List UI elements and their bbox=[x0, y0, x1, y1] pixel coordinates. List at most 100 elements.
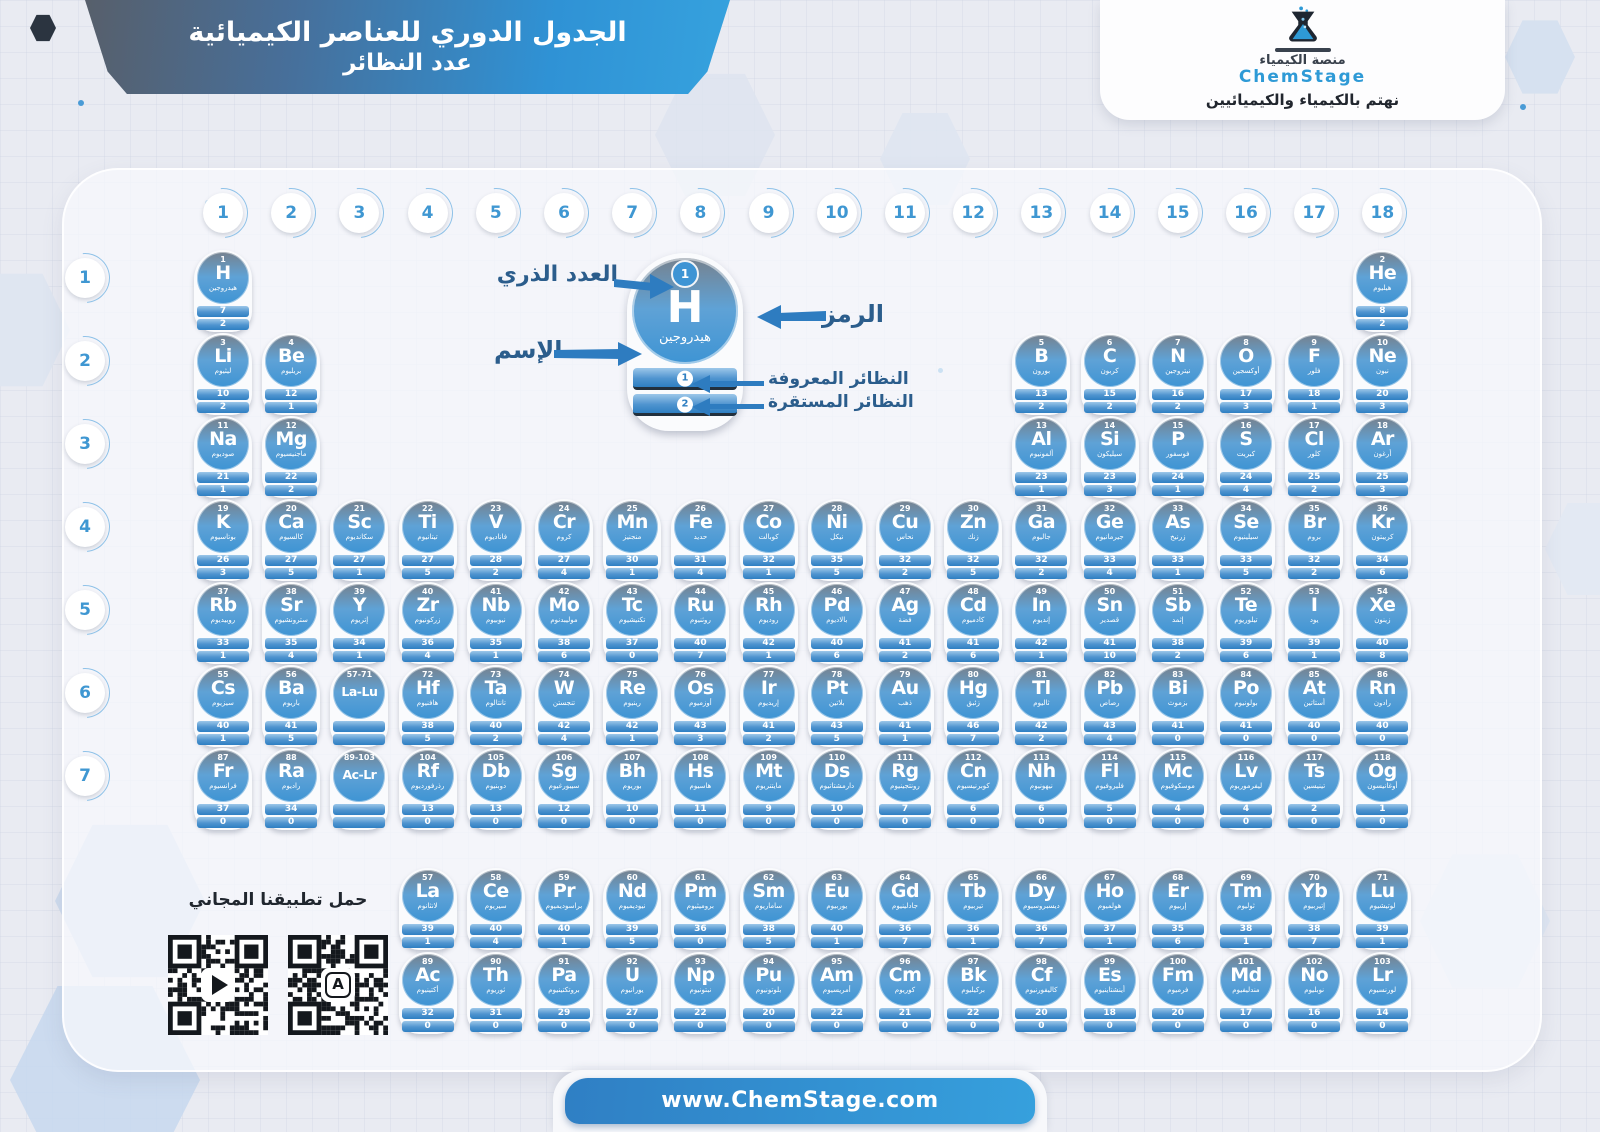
element-circle: 8 O أوكسجين bbox=[1220, 335, 1272, 387]
stable-isotopes-band: 5 bbox=[810, 734, 863, 745]
atomic-number: 117 bbox=[1305, 753, 1323, 762]
element-circle: 29 Cu نحاس bbox=[879, 501, 931, 553]
brand-tagline: نهتم بالكيمياء والكيميائيين bbox=[1205, 90, 1400, 109]
element-symbol: Er bbox=[1167, 880, 1189, 902]
title-banner: الجدول الدوري للعناصر الكيميائية عدد الن… bbox=[85, 0, 730, 94]
logo-underline bbox=[1274, 48, 1331, 52]
group-number-1: 1 bbox=[203, 193, 243, 233]
atomic-number: 108 bbox=[692, 753, 709, 762]
stable-isotopes-band: 0 bbox=[1083, 1021, 1136, 1032]
atomic-number: 56 bbox=[285, 670, 297, 679]
element-name-ar: كالسيوم bbox=[279, 532, 304, 541]
known-isotopes-band: 33 bbox=[197, 638, 249, 649]
element-circle: 61 Pm بروميثيوم bbox=[674, 870, 727, 922]
group-number-5: 5 bbox=[475, 193, 516, 233]
legend-known-isotopes-band: 1 bbox=[633, 368, 737, 390]
stable-isotopes-band: 5 bbox=[265, 568, 318, 579]
known-isotopes-band: 39 bbox=[1288, 638, 1341, 649]
hexagon-decoration bbox=[1505, 20, 1575, 94]
element-symbol: Pr bbox=[552, 880, 576, 902]
element-symbol: S bbox=[1239, 428, 1253, 450]
atomic-number: 77 bbox=[763, 670, 775, 679]
element-circle: 86 Rn رادون bbox=[1356, 667, 1409, 719]
atomic-number: 45 bbox=[763, 587, 775, 596]
known-isotopes-band: 31 bbox=[469, 1008, 522, 1019]
element-symbol: U bbox=[624, 964, 640, 986]
known-isotopes-band: 32 bbox=[401, 1008, 454, 1019]
stable-isotopes-band: 0 bbox=[879, 1021, 931, 1032]
known-isotopes-band: 21 bbox=[879, 1008, 931, 1019]
element-Th: 90 Th ثوريوم 31 0 bbox=[466, 952, 525, 1034]
stable-isotopes-band: 2 bbox=[1288, 568, 1341, 579]
known-isotopes-band: 46 bbox=[947, 721, 1000, 732]
hexagon-decoration bbox=[0, 273, 70, 387]
element-Ts: 117 Ts تينيسين 2 0 bbox=[1285, 748, 1344, 830]
stable-isotopes-band: 1 bbox=[333, 568, 386, 579]
element-symbol: Tb bbox=[960, 880, 986, 902]
element-symbol: Rg bbox=[891, 760, 919, 782]
element-circle: 2 He هيليوم bbox=[1356, 252, 1409, 304]
element-name-ar: يوربيوم bbox=[826, 901, 848, 910]
element-symbol: Cm bbox=[888, 964, 922, 986]
element-Pu: 94 Pu بلوتونيوم 20 0 bbox=[739, 952, 798, 1034]
element-circle: 54 Xe زينون bbox=[1356, 584, 1409, 636]
element-name-ar: تنجستن bbox=[552, 698, 576, 707]
element-N: 7 N نيتروجين 16 2 bbox=[1148, 333, 1207, 415]
known-isotopes-band: 43 bbox=[810, 721, 863, 732]
atomic-number: 102 bbox=[1305, 957, 1323, 966]
element-name-ar: ليثيوم bbox=[214, 366, 232, 375]
element-Cu: 29 Cu نحاس 32 2 bbox=[876, 499, 934, 581]
element-circle: 55 Cs سيزيوم bbox=[197, 667, 249, 719]
element-Y: 39 Y إتريوم 34 1 bbox=[330, 582, 389, 664]
element-S: 16 S كبريت 24 4 bbox=[1217, 416, 1275, 498]
known-isotopes-band: 6 bbox=[947, 804, 1000, 815]
element-circle: 79 Au ذهب bbox=[879, 667, 931, 719]
element-Cd: 48 Cd كادميوم 41 6 bbox=[944, 582, 1003, 664]
element-symbol: Sg bbox=[550, 760, 578, 782]
atomic-number: 89 bbox=[422, 957, 434, 966]
element-symbol: Re bbox=[618, 677, 646, 699]
element-symbol: Nd bbox=[617, 880, 647, 902]
element-Nd: 60 Nd نيوديميوم 39 5 bbox=[603, 868, 662, 950]
element-Si: 14 Si سيليكون 23 3 bbox=[1080, 416, 1139, 498]
element-Cm: 96 Cm كوريوم 21 0 bbox=[876, 952, 934, 1034]
stable-isotopes-band: 0 bbox=[606, 651, 659, 662]
known-isotopes-band: 4 bbox=[1220, 804, 1272, 815]
element-Rb: 37 Rb روبيديوم 33 1 bbox=[194, 582, 252, 664]
stable-isotopes-band: 7 bbox=[1288, 937, 1341, 948]
element-Cl: 17 Cl كلور 25 2 bbox=[1285, 416, 1344, 498]
stable-isotopes-band: 1 bbox=[538, 937, 590, 948]
atomic-number: 72 bbox=[422, 670, 434, 679]
element-name-ar: براسوديميوم bbox=[545, 901, 583, 910]
element-symbol: Fr bbox=[212, 760, 234, 782]
known-isotopes-band: 30 bbox=[606, 555, 659, 566]
stable-isotopes-band: 4 bbox=[469, 937, 522, 948]
known-isotopes-band: 36 bbox=[947, 924, 1000, 935]
known-isotopes-band: 41 bbox=[265, 721, 318, 732]
element-circle: 19 K بوتاسيوم bbox=[197, 501, 249, 553]
element-name-ar: موليبدنوم bbox=[550, 615, 578, 624]
element-name-ar: أستاتين bbox=[1303, 698, 1325, 707]
element-name-ar: زئبق bbox=[966, 698, 980, 707]
period-number-1: 1 bbox=[65, 258, 105, 298]
brand-panel: منصة الكيمياء ChemStage نهتم بالكيمياء و… bbox=[1100, 0, 1505, 120]
element-Pd: 46 Pd بالاديوم 40 6 bbox=[807, 582, 866, 664]
element-symbol: Bi bbox=[1167, 677, 1189, 699]
stable-isotopes-band: 0 bbox=[469, 817, 522, 828]
element-symbol: Ac bbox=[415, 964, 441, 986]
element-circle: 7 N نيتروجين bbox=[1151, 335, 1204, 387]
atomic-number: 83 bbox=[1172, 670, 1184, 679]
known-isotopes-band: 40 bbox=[538, 924, 590, 935]
element-symbol: Mn bbox=[616, 511, 648, 533]
element-name-ar: كريبتون bbox=[1371, 532, 1394, 541]
element-name-ar: أكتينيوم bbox=[416, 985, 439, 994]
period-number-6: 6 bbox=[65, 673, 105, 713]
stable-isotopes-band: 6 bbox=[947, 651, 1000, 662]
element-Ni: 28 Ni نيكل 35 5 bbox=[807, 499, 866, 581]
element-P: 15 P فوسفور 24 1 bbox=[1148, 416, 1207, 498]
element-name-ar: راديوم bbox=[282, 781, 301, 790]
element-circle: 105 Db دوبنيوم bbox=[469, 750, 522, 802]
element-symbol: N bbox=[1170, 345, 1186, 367]
element-Ne: 10 Ne نيون 20 3 bbox=[1353, 333, 1412, 415]
group-number-4: 4 bbox=[407, 193, 448, 233]
